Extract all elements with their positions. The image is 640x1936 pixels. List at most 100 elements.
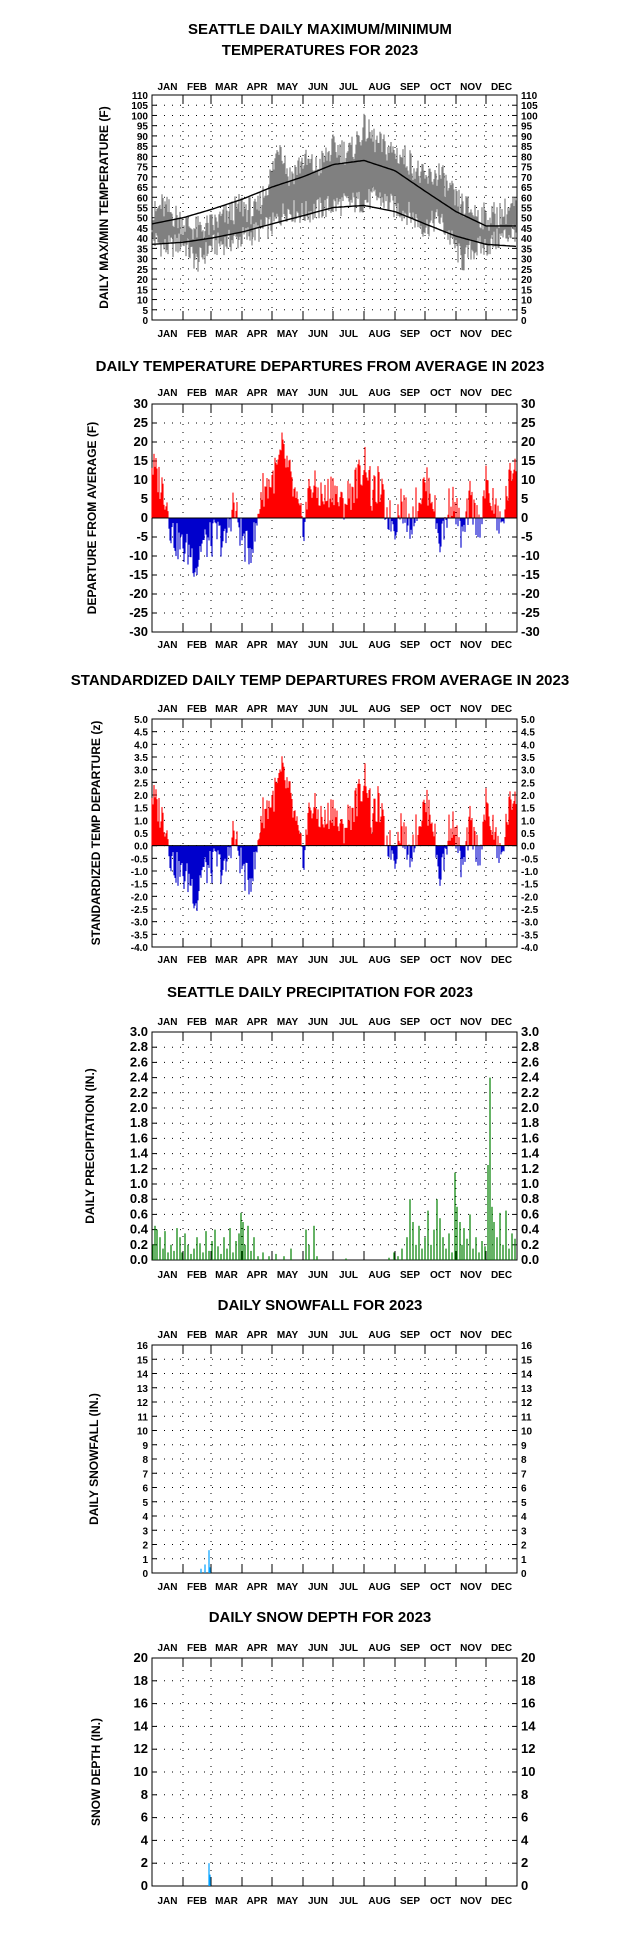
- month-label: MAY: [277, 1330, 299, 1341]
- y-tick-label: 2.6: [521, 1054, 539, 1069]
- y-tick-label: -2.0: [131, 892, 149, 903]
- y-tick-label: 60: [521, 193, 533, 204]
- y-tick-label: 0.2: [521, 1237, 539, 1252]
- y-tick-label: 10: [521, 1427, 533, 1438]
- y-tick-label: 55: [137, 204, 149, 215]
- y-tick-label: -5: [136, 529, 148, 544]
- month-label: JUN: [308, 1017, 328, 1028]
- month-label: MAY: [277, 1896, 299, 1907]
- month-label: APR: [246, 640, 268, 651]
- month-label: JUL: [339, 1896, 358, 1907]
- y-tick-label: -4.0: [131, 943, 149, 954]
- month-label: AUG: [368, 704, 390, 715]
- month-label: SEP: [400, 388, 420, 399]
- y-tick-label: 15: [521, 285, 533, 296]
- month-label: NOV: [460, 1017, 482, 1028]
- month-label: JUL: [339, 329, 358, 340]
- y-tick-label: 40: [521, 234, 533, 245]
- y-tick-label: 0: [142, 316, 148, 327]
- month-label: OCT: [430, 329, 451, 340]
- y-tick-label: 15: [521, 453, 535, 468]
- y-tick-label: 10: [137, 296, 149, 307]
- y-tick-label: 2.0: [521, 1100, 539, 1115]
- month-label: SEP: [400, 1330, 420, 1341]
- month-label: JAN: [157, 955, 177, 966]
- month-label: DEC: [491, 82, 512, 93]
- chart-title: SEATTLE DAILY MAXIMUM/MINIMUM: [188, 21, 452, 38]
- y-axis-label: DAILY SNOWFALL (IN.): [87, 1393, 101, 1525]
- y-tick-label: 1.6: [521, 1130, 539, 1145]
- y-tick-label: 2.4: [521, 1070, 540, 1085]
- y-tick-label: 1.5: [134, 804, 148, 815]
- chart-title: DAILY TEMPERATURE DEPARTURES FROM AVERAG…: [96, 358, 545, 375]
- month-label: JUL: [339, 1582, 358, 1593]
- month-label: AUG: [368, 82, 390, 93]
- y-tick-label: 0.4: [130, 1222, 149, 1237]
- month-label: APR: [246, 329, 268, 340]
- y-tick-label: 8: [521, 1455, 527, 1466]
- month-label: JUL: [339, 955, 358, 966]
- chart-title: DAILY SNOWFALL FOR 2023: [218, 1297, 423, 1314]
- month-label: JUN: [308, 1643, 328, 1654]
- month-label: MAY: [277, 704, 299, 715]
- y-tick-label: 0: [142, 1569, 148, 1580]
- y-tick-label: 3: [521, 1526, 527, 1537]
- y-tick-label: 2.2: [130, 1085, 148, 1100]
- month-label: SEP: [400, 704, 420, 715]
- y-tick-label: 0.6: [521, 1206, 539, 1221]
- month-label: APR: [246, 1643, 268, 1654]
- month-label: MAR: [215, 1270, 239, 1281]
- y-tick-label: 11: [137, 1412, 148, 1423]
- y-tick-label: 1: [521, 1555, 527, 1566]
- y-tick-label: 4.0: [134, 740, 148, 751]
- y-tick-label: 4: [142, 1512, 148, 1523]
- y-tick-label: 5: [142, 1498, 148, 1509]
- month-label: MAY: [277, 1643, 299, 1654]
- month-label: SEP: [400, 329, 420, 340]
- y-tick-label: 10: [521, 472, 535, 487]
- month-label: JAN: [157, 388, 177, 399]
- y-tick-label: 0: [141, 510, 148, 525]
- month-label: OCT: [430, 1643, 451, 1654]
- y-tick-label: 25: [137, 265, 149, 276]
- y-tick-label: 18: [134, 1673, 148, 1688]
- month-label: MAR: [215, 955, 239, 966]
- y-tick-label: 0.5: [134, 829, 148, 840]
- y-tick-label: 50: [137, 214, 149, 225]
- y-tick-label: 6: [141, 1810, 148, 1825]
- month-label: JUN: [308, 1582, 328, 1593]
- y-tick-label: 3.5: [521, 753, 535, 764]
- chart-title: DAILY SNOW DEPTH FOR 2023: [209, 1609, 432, 1626]
- y-tick-label: 20: [521, 1650, 535, 1665]
- y-tick-label: 12: [137, 1398, 149, 1409]
- month-label: OCT: [430, 1270, 451, 1281]
- y-tick-label: 75: [521, 163, 533, 174]
- y-tick-label: 1.2: [130, 1161, 148, 1176]
- y-tick-label: 7: [521, 1469, 527, 1480]
- y-tick-label: 2.5: [134, 778, 148, 789]
- y-tick-label: 8: [521, 1787, 528, 1802]
- month-label: JUN: [308, 388, 328, 399]
- y-tick-label: 35: [137, 244, 149, 255]
- month-label: JUL: [339, 1270, 358, 1281]
- y-tick-label: -3.5: [521, 930, 539, 941]
- y-tick-label: 40: [137, 234, 149, 245]
- y-tick-label: 100: [131, 111, 148, 122]
- y-tick-label: 3.0: [130, 1024, 148, 1039]
- month-label: SEP: [400, 955, 420, 966]
- y-tick-label: -15: [129, 567, 148, 582]
- normal-high-line: [151, 159, 516, 227]
- month-label: APR: [246, 1330, 268, 1341]
- y-tick-label: 3.0: [521, 766, 535, 777]
- y-tick-label: 4.0: [521, 740, 535, 751]
- y-tick-label: 30: [137, 255, 149, 266]
- y-tick-label: 1.0: [521, 816, 535, 827]
- month-label: SEP: [400, 640, 420, 651]
- y-tick-label: 1.6: [130, 1130, 148, 1145]
- y-tick-label: 2.8: [130, 1039, 148, 1054]
- month-label: SEP: [400, 1582, 420, 1593]
- y-tick-label: 14: [134, 1718, 149, 1733]
- month-label: DEC: [491, 955, 512, 966]
- chart-title: TEMPERATURES FOR 2023: [222, 42, 418, 59]
- month-label: JAN: [157, 1896, 177, 1907]
